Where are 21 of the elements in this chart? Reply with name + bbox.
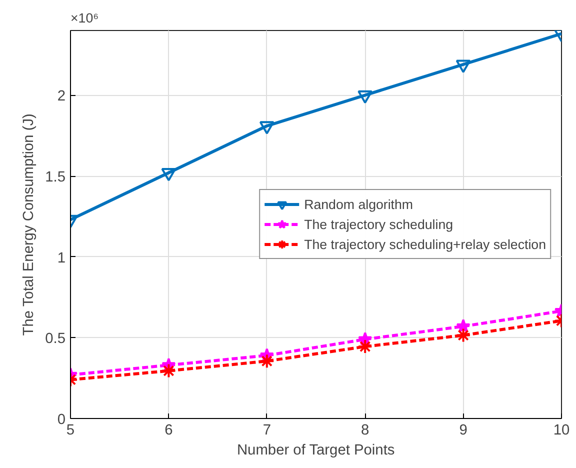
x-tick-label: 9	[459, 422, 468, 438]
y-tick-label: 2	[57, 88, 66, 105]
x-tick-label: 10	[553, 422, 570, 438]
y-axis-title: The Total Energy Consumption (J)	[21, 114, 38, 336]
legend-label: The trajectory scheduling+relay selection	[304, 236, 546, 252]
point	[259, 354, 274, 369]
point	[259, 121, 274, 134]
y-tick-label: 1	[57, 250, 66, 266]
text: ×10⁶	[70, 10, 99, 26]
point	[358, 339, 373, 354]
y-tick-label: 0.5	[45, 331, 66, 348]
point	[358, 90, 373, 104]
y-tick-label: 1.5	[45, 170, 66, 186]
y-tick-label: 0	[57, 412, 66, 428]
x-tick-label: 5	[66, 422, 75, 438]
x-axis-title: Number of Target Points	[236, 442, 395, 458]
legend-label: The trajectory scheduling	[304, 216, 454, 232]
legend-label: Random algorithm	[304, 196, 414, 212]
x-tick-label: 7	[262, 422, 271, 438]
x-tick-label: 8	[361, 422, 370, 438]
x-tick-label: 6	[164, 422, 173, 438]
